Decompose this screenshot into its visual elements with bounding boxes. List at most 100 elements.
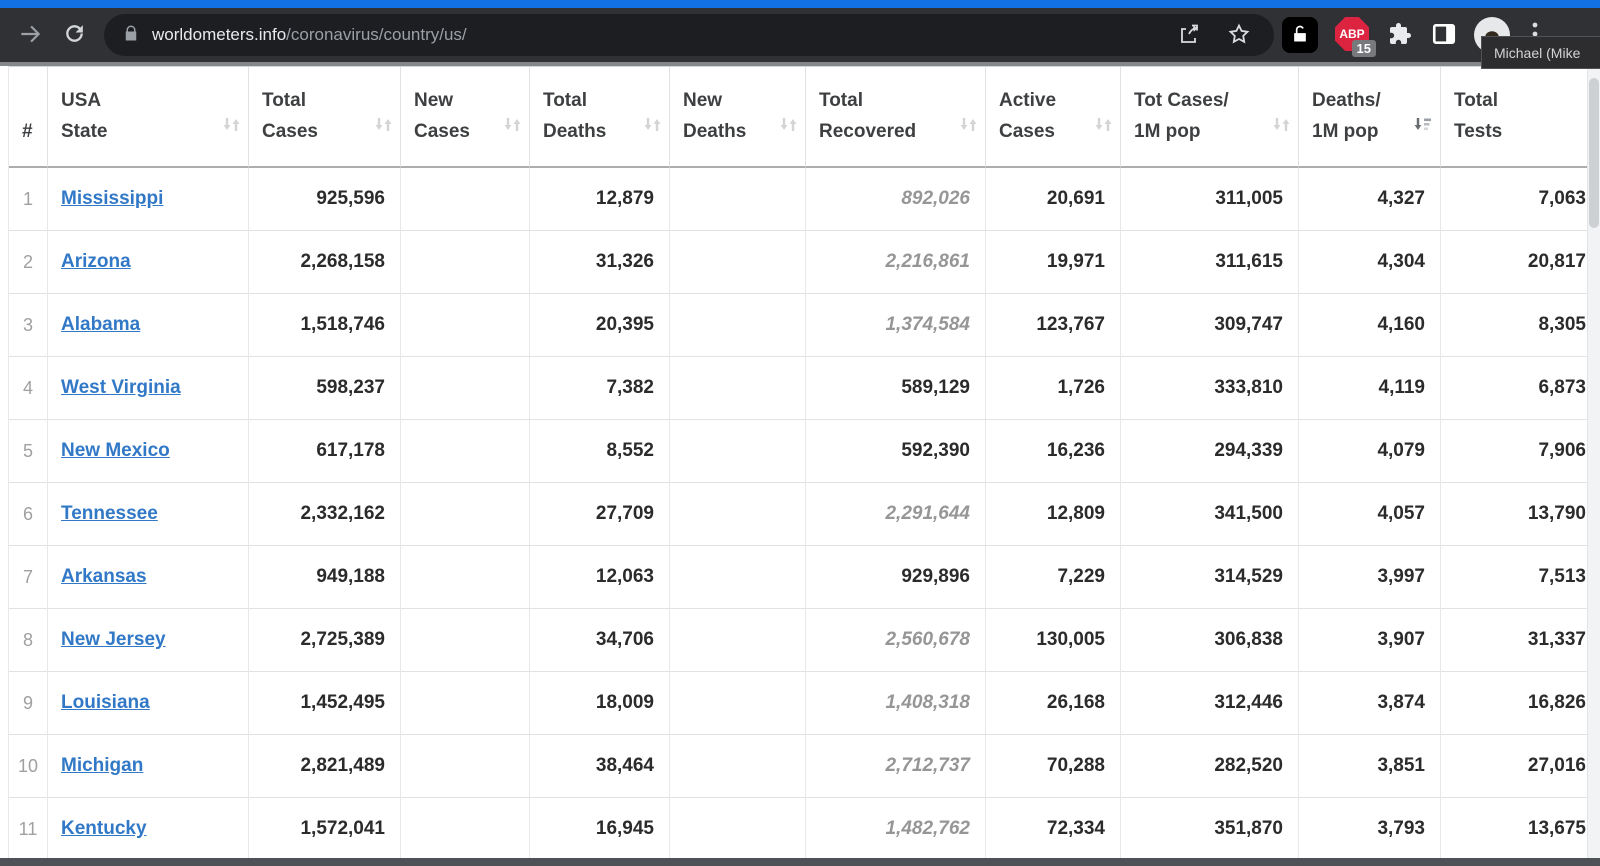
state-cell: Kentucky [48,798,249,861]
forward-button[interactable] [8,13,52,57]
column-header-total-tests[interactable]: Total Tests [1441,67,1589,168]
sort-toggle-icon [504,118,521,131]
tot-cases-1m-cell: 314,529 [1121,546,1299,609]
adblock-button[interactable]: ABP 15 [1332,15,1376,57]
total-tests-cell: 16,826 [1441,672,1589,735]
column-label-line1: Deaths/ [1312,90,1381,111]
column-label-line1: Active [999,90,1057,111]
column-header-deaths-1m[interactable]: Deaths/1M pop [1299,67,1441,168]
column-label-line1: Total [1454,90,1498,111]
column-label-line1: Total [262,90,306,111]
total-recovered-cell: 1,408,318 [806,672,986,735]
table-row: 11 Kentucky 1,572,041 16,945 1,482,762 72,334… [9,798,1589,861]
state-link[interactable]: Tennessee [61,503,158,524]
table-row: 3 Alabama 1,518,746 20,395 1,374,584 123,767 3… [9,294,1589,357]
state-cell: Michigan [48,735,249,798]
active-cases-cell: 72,334 [986,798,1121,861]
state-link[interactable]: Kentucky [61,818,147,839]
adblock-badge: 15 [1351,40,1376,57]
active-cases-cell: 123,767 [986,294,1121,357]
total-cases-cell: 617,178 [249,420,401,483]
state-link[interactable]: Michigan [61,755,144,776]
active-cases-cell: 26,168 [986,672,1121,735]
site-lock-icon [122,24,140,47]
new-deaths-cell [670,294,806,357]
total-recovered-cell: 929,896 [806,546,986,609]
column-header-total-cases[interactable]: Total Cases [249,67,401,168]
url-text: worldometers.info/coronavirus/country/us… [152,25,467,45]
column-header-total-deaths[interactable]: Total Deaths [530,67,670,168]
active-cases-cell: 70,288 [986,735,1121,798]
extensions-puzzle-icon [1388,22,1412,49]
total-deaths-cell: 18,009 [530,672,670,735]
column-header-new-cases[interactable]: New Cases [401,67,530,168]
deaths-1m-cell: 3,997 [1299,546,1441,609]
bookmark-button[interactable] [1220,16,1258,54]
side-panel-button[interactable] [1422,13,1466,57]
state-link[interactable]: New Jersey [61,629,166,650]
tot-cases-1m-cell: 309,747 [1121,294,1299,357]
total-recovered-cell: 2,291,644 [806,483,986,546]
total-tests-cell: 8,305 [1441,294,1589,357]
vertical-scrollbar[interactable] [1587,66,1600,858]
share-button[interactable] [1170,16,1208,54]
state-link[interactable]: Louisiana [61,692,150,713]
total-recovered-cell: 2,712,737 [806,735,986,798]
address-bar[interactable]: worldometers.info/coronavirus/country/us… [104,14,1274,56]
new-deaths-cell [670,546,806,609]
active-cases-cell: 16,236 [986,420,1121,483]
tot-cases-1m-cell: 294,339 [1121,420,1299,483]
total-deaths-cell: 7,382 [530,357,670,420]
column-header-state[interactable]: USA State [48,67,249,168]
column-header-tot-cases-1m[interactable]: Tot Cases/1M pop [1121,67,1299,168]
total-cases-cell: 1,452,495 [249,672,401,735]
new-deaths-cell [670,609,806,672]
total-cases-cell: 2,725,389 [249,609,401,672]
column-label-line2: State [61,121,108,142]
state-link[interactable]: Mississippi [61,188,164,209]
new-deaths-cell [670,231,806,294]
tot-cases-1m-cell: 341,500 [1121,483,1299,546]
lock-extension-button[interactable] [1282,17,1318,53]
total-tests-cell: 27,016 [1441,735,1589,798]
tot-cases-1m-cell: 351,870 [1121,798,1299,861]
new-deaths-cell [670,798,806,861]
column-header-active-cases[interactable]: Active Cases [986,67,1121,168]
state-link[interactable]: New Mexico [61,440,170,461]
column-label-line2: Deaths [543,121,607,142]
state-link[interactable]: Arizona [61,251,131,272]
deaths-1m-cell: 4,327 [1299,168,1441,231]
column-label-line1: New [683,90,723,111]
state-cell: Alabama [48,294,249,357]
extensions-button[interactable] [1378,13,1422,57]
scrollbar-thumb[interactable] [1589,78,1599,228]
total-deaths-cell: 8,552 [530,420,670,483]
state-cell: Arkansas [48,546,249,609]
deaths-1m-cell: 4,304 [1299,231,1441,294]
share-icon [1177,22,1201,49]
sort-desc-icon [1414,118,1431,131]
rank-cell: 6 [9,483,48,546]
total-recovered-cell: 589,129 [806,357,986,420]
table-row: 5 New Mexico 617,178 8,552 592,390 16,236 294,… [9,420,1589,483]
state-link[interactable]: Arkansas [61,566,147,587]
tot-cases-1m-cell: 282,520 [1121,735,1299,798]
deaths-1m-cell: 3,874 [1299,672,1441,735]
side-panel-icon [1431,21,1457,50]
table-row: 2 Arizona 2,268,158 31,326 2,216,861 19,971 31… [9,231,1589,294]
reload-button[interactable] [52,13,96,57]
sort-toggle-icon [375,118,392,131]
state-link[interactable]: West Virginia [61,377,181,398]
deaths-1m-cell: 3,851 [1299,735,1441,798]
table-row: 10 Michigan 2,821,489 38,464 2,712,737 70,288… [9,735,1589,798]
total-cases-cell: 2,821,489 [249,735,401,798]
total-cases-cell: 1,518,746 [249,294,401,357]
state-link[interactable]: Alabama [61,314,141,335]
total-recovered-cell: 592,390 [806,420,986,483]
column-header-new-deaths[interactable]: New Deaths [670,67,806,168]
table-row: 6 Tennessee 2,332,162 27,709 2,291,644 12,809… [9,483,1589,546]
column-label-line1: Tot Cases/ [1134,90,1229,111]
column-header-total-recovered[interactable]: Total Recovered [806,67,986,168]
table-row: 7 Arkansas 949,188 12,063 929,896 7,229 314,52… [9,546,1589,609]
